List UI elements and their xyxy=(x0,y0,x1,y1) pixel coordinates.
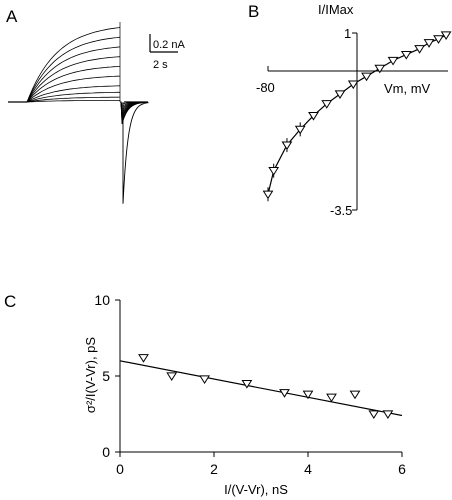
panel-c-x-axis-label: I/(V-Vr), nS xyxy=(224,482,288,497)
scale-bar-time-label: 2 s xyxy=(153,59,168,71)
panel-c-data-point xyxy=(326,393,337,403)
panel-c-fit-line xyxy=(119,360,403,417)
panel-b-data-point xyxy=(374,64,386,74)
panel-b-data-point xyxy=(281,141,293,151)
panel-b-x-tick: -80 xyxy=(256,80,275,95)
panel-b-y-axis-label: I/IMax xyxy=(318,2,354,17)
panel-b-data xyxy=(262,31,452,202)
panel-a-step-trace xyxy=(26,36,121,103)
panel-c-x-tick-label: 0 xyxy=(116,461,124,477)
panel-a-step-trace xyxy=(26,96,121,103)
panel-b-data-point xyxy=(433,35,444,44)
panel-b-label: B xyxy=(248,2,259,21)
panel-c-plot: 0 2 4 6 0 5 10 I/(V-Vr), nS σ²/I(V-Vr), pS xyxy=(83,292,406,497)
panel-c-y-tick-label: 5 xyxy=(102,368,110,384)
panel-a-label: A xyxy=(6,7,18,26)
panel-c-y-axis-label: σ²/I(V-Vr), pS xyxy=(83,337,98,413)
panel-b-y-tick-bottom: -3.5 xyxy=(330,203,352,218)
panel-a-step-trace xyxy=(26,66,121,103)
panel-b-y-tick-top: 1 xyxy=(344,26,351,41)
panel-b-data-point xyxy=(262,190,274,200)
panel-a-step-trace xyxy=(26,100,120,103)
panel-c-data-point xyxy=(382,410,394,419)
panel-c-data-point xyxy=(349,390,361,400)
panel-a-step-trace xyxy=(26,85,121,103)
panel-c-ticks: 0 2 4 6 0 5 10 xyxy=(94,292,406,477)
panel-b-data-point xyxy=(361,72,372,82)
panel-b-data-point xyxy=(400,50,412,60)
panel-c-data xyxy=(119,354,403,419)
panel-a-step-trace xyxy=(26,27,121,103)
panel-b-data-point xyxy=(294,125,306,135)
panel-a-tail-envelope xyxy=(122,102,149,204)
panel-b-x-axis-label: Vm, mV xyxy=(384,81,431,96)
panel-c-y-tick-label: 0 xyxy=(102,444,110,460)
panel-b-data-point xyxy=(440,31,452,40)
panel-c-y-tick-label: 10 xyxy=(94,292,110,308)
panel-c-data-point xyxy=(302,390,314,400)
panel-a-step-trace xyxy=(26,75,121,103)
panel-c-x-tick-label: 4 xyxy=(304,461,312,477)
panel-b-data-point xyxy=(387,56,399,66)
panel-b-data-point xyxy=(414,45,425,54)
panel-a-step-trace xyxy=(26,56,121,103)
panel-b-plot: I/IMax 1 -3.5 -80 Vm, mV xyxy=(256,2,452,218)
panel-b-data-point xyxy=(321,100,333,109)
panel-b-data-point xyxy=(423,39,435,48)
panel-c-data-point xyxy=(166,372,178,381)
panel-c-label: C xyxy=(4,292,16,311)
panel-c-x-tick-label: 2 xyxy=(210,461,218,477)
panel-b-data-point xyxy=(268,167,280,176)
scale-bar: 0.2 nA 2 s xyxy=(149,34,185,71)
panel-c-data-point xyxy=(279,389,290,398)
panel-c-data-point xyxy=(368,410,380,419)
panel-a-step-trace xyxy=(26,91,120,103)
panel-c-data-point xyxy=(199,375,211,385)
panel-c-data-point xyxy=(241,379,253,389)
panel-a-step-trace xyxy=(26,46,121,103)
panel-c-x-tick-label: 6 xyxy=(398,461,406,477)
scale-bar-current-label: 0.2 nA xyxy=(153,39,185,51)
panel-a-traces xyxy=(8,22,149,204)
panel-b-data-point xyxy=(347,80,359,90)
panel-c-data-point xyxy=(138,354,149,363)
panel-b-data-point xyxy=(334,90,346,99)
panel-b-data-point xyxy=(308,111,319,121)
